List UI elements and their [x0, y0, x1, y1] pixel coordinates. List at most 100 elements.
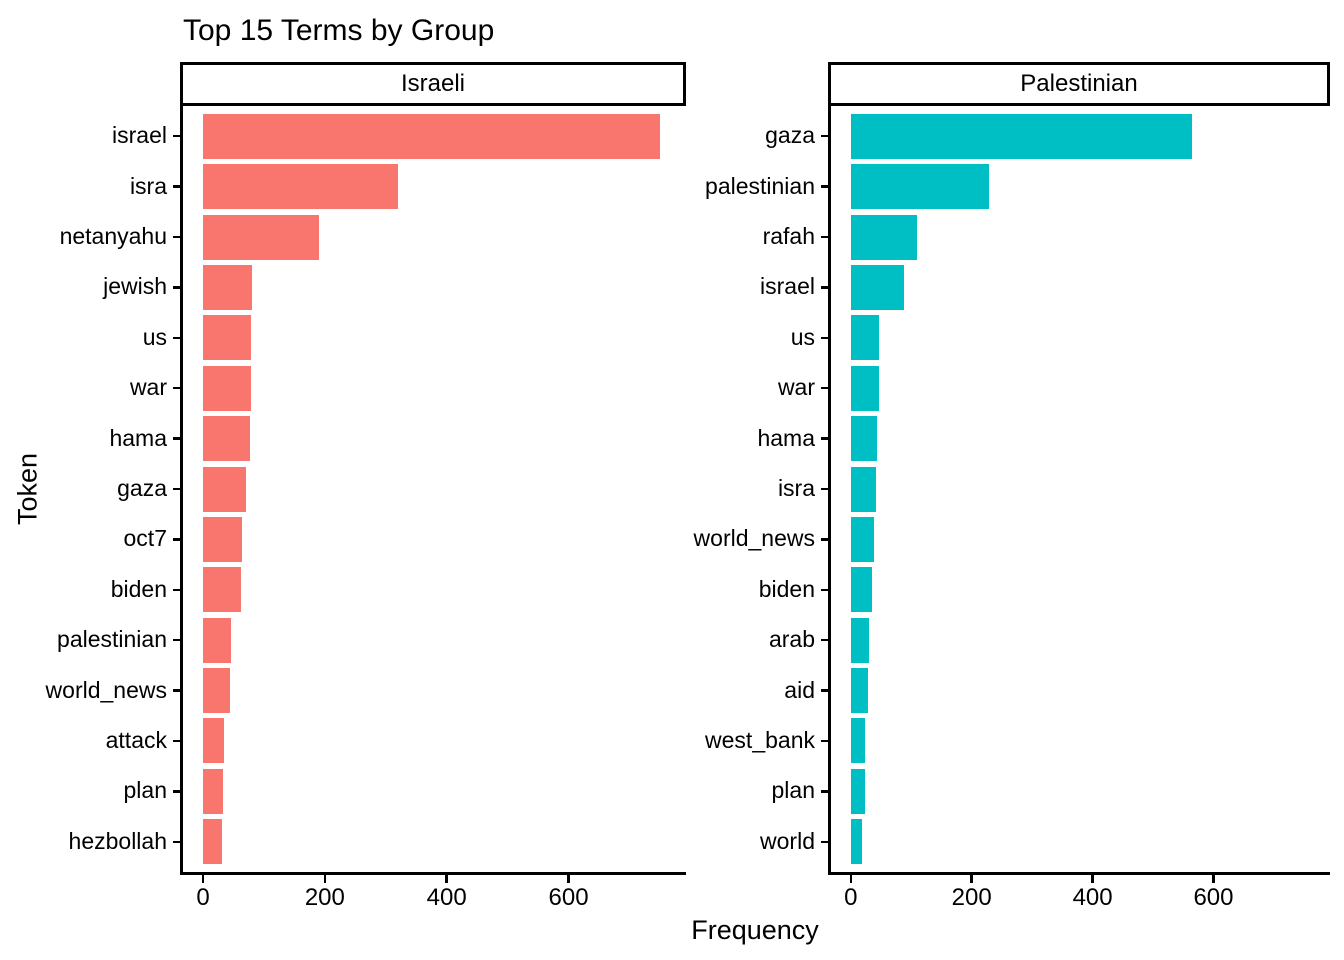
bar-plan	[203, 768, 224, 814]
y-tick-label: isra	[777, 474, 815, 501]
y-tick	[821, 538, 828, 541]
y-tick-label: west_bank	[705, 726, 815, 753]
bar-biden	[850, 567, 872, 613]
bar-netanyahu	[203, 214, 319, 260]
bar-attack	[203, 718, 225, 764]
y-tick-label: jewish	[103, 273, 167, 300]
y-tick-label: biden	[110, 575, 167, 602]
y-tick	[173, 437, 180, 440]
bar-world	[850, 819, 862, 865]
bar-oct7	[203, 516, 242, 562]
x-tick-label: 400	[1072, 884, 1113, 911]
y-tick	[173, 790, 180, 793]
facet-strip-label: Palestinian	[1020, 70, 1138, 97]
chart-title: Top 15 Terms by Group	[183, 14, 495, 47]
facet-israeli: Israeli israel isra netanyahu jewish us war ha…	[46, 62, 686, 910]
y-tick	[821, 840, 828, 843]
bar-west_bank	[850, 718, 866, 764]
plot-panel-palestinian: gaza palestinian rafah israel us war hama isra w…	[694, 106, 1330, 910]
bar-jewish	[203, 264, 253, 310]
y-tick-label: israel	[112, 122, 167, 149]
y-tick	[821, 790, 828, 793]
bar-israel	[850, 264, 904, 310]
y-tick	[821, 286, 828, 289]
x-tick-label: 0	[844, 884, 858, 911]
y-tick	[821, 487, 828, 491]
x-tick	[445, 874, 448, 883]
y-tick-label: hezbollah	[68, 827, 167, 854]
y-tick	[173, 235, 180, 239]
x-tick-label: 0	[196, 884, 210, 911]
y-tick	[173, 689, 180, 692]
bar-isra	[850, 466, 876, 512]
bar-us	[850, 315, 879, 361]
y-tick-label: plan	[123, 777, 167, 804]
x-tick	[1091, 874, 1094, 883]
y-tick	[173, 286, 180, 289]
plot-panel-israeli: israel isra netanyahu jewish us war hama gaza oc…	[46, 106, 686, 910]
y-tick	[173, 840, 180, 843]
y-tick	[821, 689, 828, 692]
y-tick-label: hama	[757, 424, 815, 451]
facet-strip-label: Israeli	[400, 70, 466, 97]
x-tick	[849, 874, 853, 883]
y-tick-label: us	[790, 323, 815, 350]
bar-israel	[203, 113, 660, 159]
bar-isra	[203, 164, 398, 210]
bar-hama	[850, 416, 877, 462]
y-tick-label: isra	[129, 172, 167, 199]
y-tick	[173, 638, 180, 642]
x-tick-label: 400	[426, 884, 467, 911]
y-tick	[173, 588, 180, 592]
bar-palestinian	[203, 617, 232, 663]
y-tick	[821, 588, 828, 592]
bar-us	[203, 315, 252, 361]
bar-arab	[850, 617, 869, 663]
x-tick	[201, 874, 205, 883]
y-tick-label: gaza	[117, 474, 167, 501]
x-axis-line	[180, 872, 686, 875]
x-tick-label: 200	[304, 884, 345, 911]
y-tick-label: netanyahu	[59, 222, 167, 249]
facet-strip-palestinian: Palestinian	[828, 62, 1330, 106]
facet-palestinian: Palestinian gaza palestinian rafah israel us…	[694, 62, 1330, 910]
bar-war	[203, 365, 252, 411]
bar-war	[850, 365, 879, 411]
y-tick	[173, 386, 180, 390]
y-tick-label: attack	[105, 726, 167, 753]
y-tick-label: world	[760, 827, 815, 854]
y-tick	[821, 437, 828, 440]
y-tick-label: rafah	[762, 222, 815, 249]
x-tick-label: 200	[951, 884, 992, 911]
y-tick-label: biden	[758, 575, 815, 602]
y-tick	[821, 185, 828, 188]
y-tick-label: israel	[760, 273, 815, 300]
bar-gaza	[203, 466, 246, 512]
y-axis-line	[828, 106, 831, 872]
y-tick-label: world_news	[45, 676, 167, 703]
y-tick-label: hama	[109, 424, 167, 451]
y-tick	[173, 185, 180, 188]
y-tick-label: world_news	[693, 525, 815, 552]
facet-strip-israeli: Israeli	[180, 62, 686, 106]
x-tick	[1212, 874, 1215, 883]
y-tick	[173, 134, 180, 138]
bar-world_news	[203, 668, 230, 714]
y-tick	[821, 638, 828, 642]
y-axis-line	[180, 106, 183, 872]
x-tick	[567, 874, 570, 883]
y-tick-label: oct7	[123, 525, 167, 552]
x-tick-label: 600	[1193, 884, 1234, 911]
y-tick-label: arab	[768, 626, 815, 653]
bar-palestinian	[850, 164, 989, 210]
y-tick-label: palestinian	[57, 626, 167, 653]
y-tick	[173, 538, 180, 541]
y-tick-label: palestinian	[705, 172, 815, 199]
y-tick	[821, 235, 828, 239]
x-axis-title: Frequency	[691, 915, 819, 945]
y-tick	[173, 336, 180, 340]
x-axis-line	[828, 872, 1330, 875]
y-tick	[173, 487, 180, 491]
bar-hezbollah	[203, 819, 222, 865]
